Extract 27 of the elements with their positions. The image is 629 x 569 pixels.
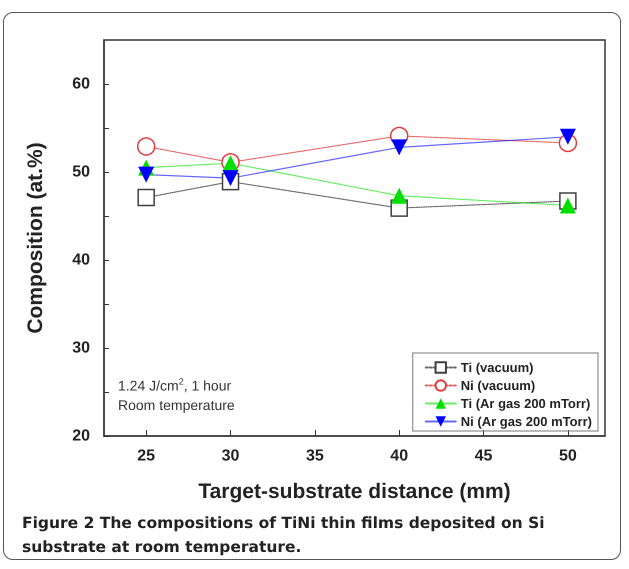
point	[136, 137, 156, 156]
text: Figure 2 The compositions of TiNi thin films deposited on Si substrate at room temperature.	[22, 513, 546, 558]
legend-label: Ni (Ar gas 200 mTorr)	[460, 414, 592, 429]
point	[137, 188, 155, 206]
point	[391, 139, 408, 156]
point	[138, 166, 154, 183]
x-tick-label: 40	[390, 448, 408, 464]
y-tick-label: 30	[72, 340, 90, 356]
y-tick-label: 50	[72, 164, 90, 180]
legend-label: Ti (Ar gas 200 mTorr)	[460, 396, 590, 411]
annotation: Room temperature	[118, 397, 235, 413]
point	[560, 197, 576, 214]
y-tick-label: 40	[72, 252, 90, 268]
point	[222, 170, 239, 186]
legend-label: Ti (vacuum)	[460, 360, 534, 375]
x-axis-title: Target-substrate distance (mm)	[198, 480, 511, 503]
x-tick-label: 30	[222, 448, 240, 464]
point	[391, 188, 408, 204]
legend-label: Ni (vacuum)	[460, 378, 536, 393]
y-axis-title: Composition (at.%)	[24, 142, 47, 334]
x-tick-label: 50	[558, 448, 577, 464]
x-tick-label: 35	[306, 448, 324, 464]
point	[560, 128, 576, 145]
y-tick-label: 20	[72, 428, 90, 444]
x-tick-label: 25	[137, 448, 156, 464]
y-tick-label: 60	[72, 76, 90, 92]
x-tick-label: 45	[474, 448, 493, 464]
